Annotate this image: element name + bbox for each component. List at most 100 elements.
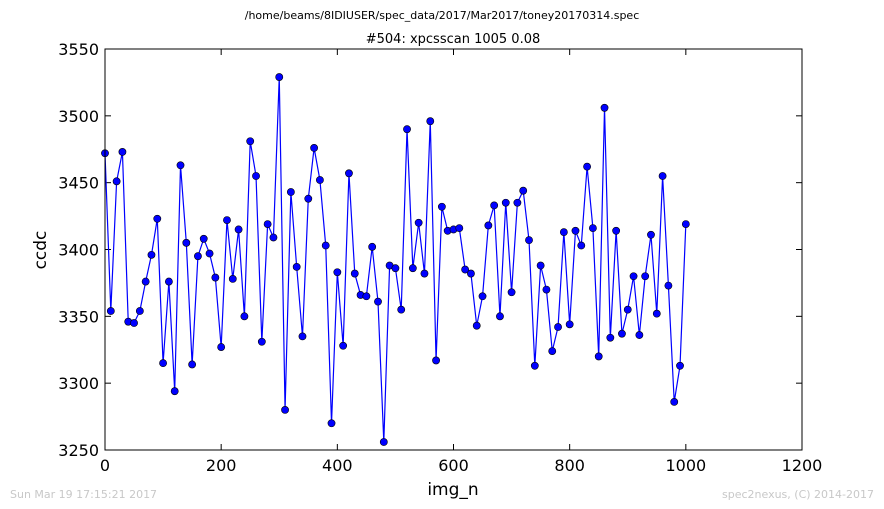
data-point — [513, 198, 522, 207]
data-point — [316, 176, 324, 184]
data-point — [170, 387, 179, 396]
data-point — [635, 331, 644, 339]
data-point — [368, 242, 377, 251]
data-point — [199, 234, 208, 243]
data-point — [641, 272, 650, 281]
data-point — [327, 419, 336, 428]
data-point — [310, 144, 318, 152]
data-point — [676, 361, 684, 370]
data-point — [571, 226, 580, 235]
data-point — [437, 202, 446, 211]
y-axis-label: ccdc — [31, 231, 51, 270]
data-point — [525, 236, 533, 245]
data-point — [420, 269, 429, 278]
data-point — [658, 172, 667, 180]
data-point — [135, 307, 144, 315]
plot-area — [101, 73, 690, 446]
data-point — [130, 319, 138, 327]
data-point — [623, 305, 632, 314]
data-point — [112, 177, 121, 186]
data-point — [298, 332, 307, 341]
data-point — [286, 188, 295, 196]
x-tick-label: 600 — [438, 456, 469, 475]
data-point — [461, 265, 470, 274]
data-point — [263, 220, 272, 228]
axis-ticks: 0 200 400 600 800 1000 1200 3250 3300 3350 3400 345… — [58, 40, 822, 475]
data-point — [281, 405, 289, 414]
data-point — [664, 281, 673, 290]
data-point — [507, 288, 516, 297]
data-point — [182, 238, 191, 247]
data-point — [118, 148, 127, 156]
data-point — [478, 292, 487, 301]
data-point — [542, 285, 551, 294]
data-point — [403, 125, 411, 134]
plot-frame — [104, 48, 803, 451]
data-point — [484, 221, 493, 230]
x-tick-label: 800 — [554, 456, 585, 475]
data-point — [432, 356, 440, 365]
chart-title: #504: xpcsscan 1005 0.08 — [366, 32, 541, 47]
data-point — [467, 269, 475, 278]
data-point — [240, 312, 249, 321]
data-point — [339, 341, 348, 350]
data-point — [106, 307, 115, 315]
data-point — [304, 194, 313, 203]
data-point — [333, 268, 342, 277]
x-tick-label: 0 — [100, 456, 110, 475]
data-point — [519, 186, 528, 195]
data-point — [618, 329, 626, 338]
data-point — [490, 201, 499, 210]
data-point — [194, 252, 202, 261]
data-point — [583, 162, 591, 171]
data-point — [594, 352, 603, 361]
x-tick-label: 200 — [206, 456, 237, 475]
data-point — [159, 359, 167, 368]
data-point — [600, 103, 609, 112]
data-point — [211, 273, 220, 282]
data-point — [565, 320, 574, 329]
data-point — [188, 360, 197, 369]
data-point — [379, 438, 388, 446]
data-point — [397, 305, 406, 314]
data-point — [269, 233, 278, 242]
data-point — [246, 137, 255, 146]
data-point — [589, 224, 597, 233]
data-point — [670, 397, 679, 406]
data-point — [501, 198, 510, 207]
data-point — [345, 169, 353, 178]
data-point — [629, 272, 638, 281]
data-point — [559, 228, 568, 237]
data-point — [414, 218, 423, 227]
data-point — [252, 172, 260, 180]
data-point — [257, 337, 266, 346]
data-point — [647, 230, 655, 239]
data-point — [205, 249, 214, 258]
y-tick-label: 3550 — [58, 40, 99, 59]
data-point — [164, 277, 173, 286]
data-point — [577, 241, 586, 250]
series-line — [104, 76, 687, 443]
data-point — [554, 323, 562, 331]
data-point — [530, 361, 539, 370]
y-tick-label: 3400 — [58, 241, 99, 260]
data-point — [496, 312, 504, 321]
data-point — [374, 297, 382, 306]
x-tick-label: 1000 — [665, 456, 706, 475]
data-point — [408, 264, 417, 273]
data-point — [681, 220, 690, 228]
x-tick-label: 400 — [322, 456, 353, 475]
data-point — [223, 216, 231, 224]
data-point — [606, 333, 615, 342]
data-point — [176, 161, 185, 170]
y-tick-label: 3350 — [58, 307, 99, 326]
data-point — [362, 292, 371, 301]
data-point — [147, 250, 156, 259]
x-tick-label: 1200 — [782, 456, 823, 475]
x-axis-label: img_n — [427, 480, 478, 500]
footer-timestamp: Sun Mar 19 17:15:21 2017 — [10, 488, 157, 501]
y-tick-label: 3300 — [58, 374, 99, 393]
data-point — [350, 269, 359, 278]
